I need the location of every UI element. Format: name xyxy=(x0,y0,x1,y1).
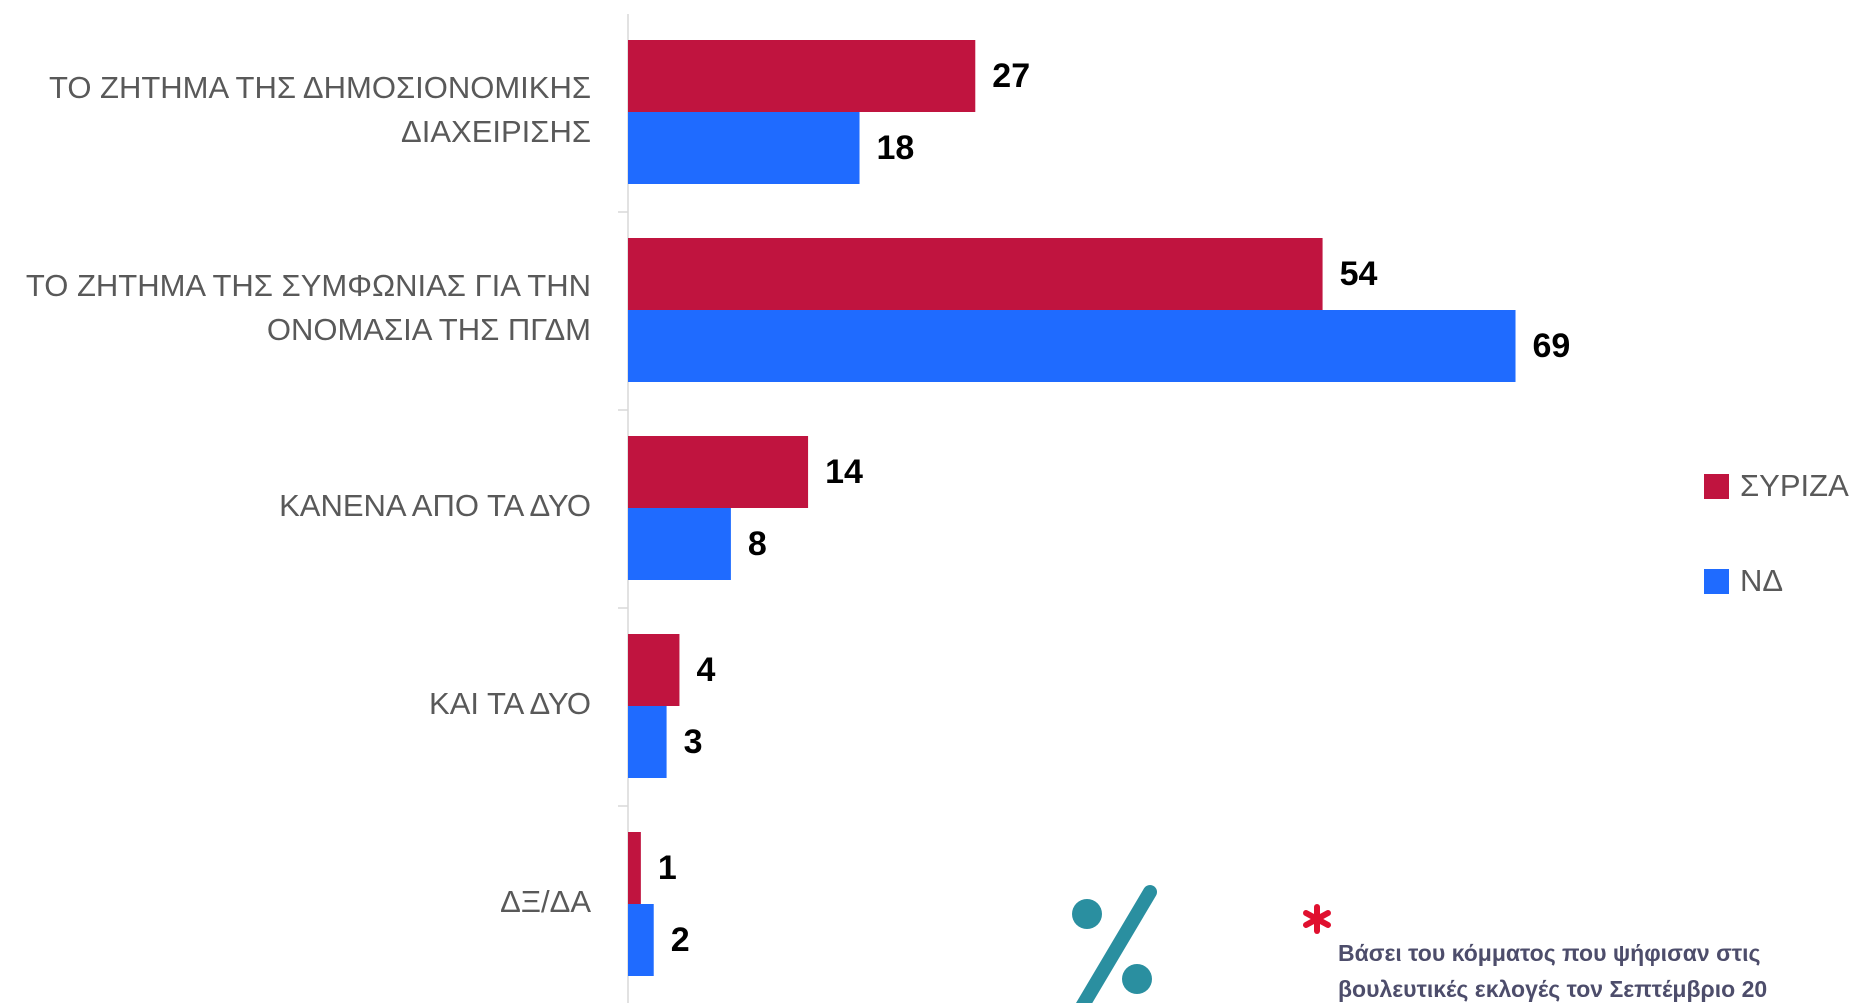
footnote: βουλευτικές εκλογές τον Σεπτέμβριο 20 xyxy=(1338,976,1767,1002)
asterisk xyxy=(1303,904,1331,934)
y-tick-label: ΤΟ ΖΗΤΗΜΑ ΤΗΣ ΣΥΜΦΩΝΙΑΣ ΓΙΑ ΤΗΝ ΟΝΟΜΑΣΙΑ … xyxy=(26,268,591,347)
value-label: 27 xyxy=(992,57,1030,95)
bar xyxy=(628,238,1323,310)
bar xyxy=(628,40,976,112)
bar xyxy=(628,904,654,976)
y-tick-label: ΔΞ/ΔΑ xyxy=(500,884,591,919)
bar xyxy=(628,310,1516,382)
legend-swatch xyxy=(1704,569,1729,594)
bar xyxy=(628,436,809,508)
value-label: 54 xyxy=(1340,255,1378,293)
value-label: 14 xyxy=(825,453,863,491)
value-label: 4 xyxy=(696,651,715,689)
bar xyxy=(628,706,667,778)
value-label: 1 xyxy=(658,849,677,887)
legend-label: ΝΔ xyxy=(1740,563,1783,598)
bar xyxy=(628,112,860,184)
value-label: 2 xyxy=(671,921,690,959)
legend-label: ΣΥΡΙΖΑ xyxy=(1740,468,1849,503)
bar xyxy=(628,634,680,706)
bar xyxy=(628,832,641,904)
legend-swatch xyxy=(1704,474,1729,499)
value-label: 69 xyxy=(1533,327,1571,365)
value-label: 3 xyxy=(684,723,703,761)
footnote: Βάσει του κόμματος που ψήφισαν στις xyxy=(1338,940,1761,966)
percent-icon xyxy=(1072,885,1157,1003)
value-label: 8 xyxy=(748,525,767,563)
y-tick-label: ΚΑΙ ΤΑ ΔΥΟ xyxy=(429,686,591,721)
value-label: 18 xyxy=(877,129,915,167)
y-tick-label: ΤΟ ΖΗΤΗΜΑ ΤΗΣ ΔΗΜΟΣΙΟΝΟΜΙΚΗΣ ΔΙΑΧΕΙΡΙΣΗΣ xyxy=(49,70,591,149)
y-tick-label: ΚΑΝΕΝΑ ΑΠΟ ΤΑ ΔΥΟ xyxy=(279,488,591,523)
bar xyxy=(628,508,731,580)
